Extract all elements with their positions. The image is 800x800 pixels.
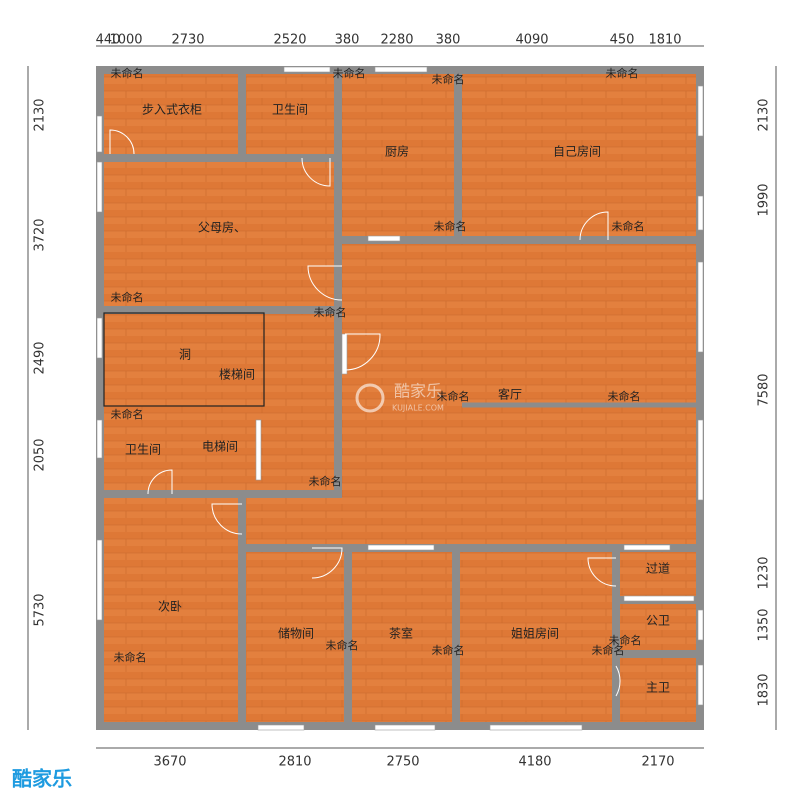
floor bbox=[342, 244, 696, 544]
room-label: 洞 bbox=[179, 348, 191, 362]
room-label: 卫生间 bbox=[125, 443, 161, 457]
dimension-label: 2810 bbox=[278, 755, 311, 770]
floor bbox=[620, 658, 696, 722]
doors bbox=[109, 129, 621, 697]
watermark-icon bbox=[355, 383, 385, 413]
watermark-logo: 酷家乐 bbox=[394, 382, 442, 401]
corner-logo: 酷家乐 bbox=[12, 767, 72, 791]
dimension-label: 380 bbox=[335, 33, 360, 48]
dimension-label: 2520 bbox=[273, 33, 306, 48]
room-label: 客厅 bbox=[498, 387, 522, 402]
unnamed-label: 未命名 bbox=[437, 389, 470, 403]
dimension-label: 1810 bbox=[648, 33, 681, 48]
unnamed-label: 未命名 bbox=[606, 66, 639, 80]
unnamed-label: 未命名 bbox=[612, 219, 645, 233]
unnamed-label: 未命名 bbox=[432, 643, 465, 657]
dimension-label: 5730 bbox=[33, 593, 48, 626]
room-label: 茶室 bbox=[389, 626, 413, 641]
unnamed-label: 未命名 bbox=[114, 650, 147, 664]
unnamed-label: 未命名 bbox=[326, 638, 359, 652]
room-label: 步入式衣柜 bbox=[142, 102, 202, 117]
dimension-label: 2750 bbox=[386, 755, 419, 770]
floor bbox=[462, 74, 696, 236]
room-label: 主卫 bbox=[646, 681, 670, 695]
room-label: 自己房间 bbox=[553, 144, 601, 159]
floor bbox=[620, 604, 696, 650]
dimension-label: 1000 bbox=[109, 33, 142, 48]
dimension-label: 2130 bbox=[757, 98, 772, 131]
dimension-label: 1990 bbox=[757, 183, 772, 216]
dimension-label: 1350 bbox=[757, 608, 772, 641]
dimension-label: 4180 bbox=[518, 755, 551, 770]
floor bbox=[352, 552, 452, 722]
dimension-label: 3670 bbox=[153, 755, 186, 770]
unnamed-label: 未命名 bbox=[592, 643, 625, 657]
room-label: 过道 bbox=[646, 562, 670, 576]
floor bbox=[186, 414, 256, 490]
room-label: 卫生间 bbox=[272, 103, 308, 117]
floor bbox=[246, 498, 346, 544]
dimension-label: 2280 bbox=[380, 33, 413, 48]
opening-outline bbox=[103, 312, 265, 407]
dimension-label: 4090 bbox=[515, 33, 548, 48]
dimension-label: 2130 bbox=[33, 98, 48, 131]
dimension-label: 2730 bbox=[171, 33, 204, 48]
floor bbox=[104, 162, 334, 306]
dimension-label: 1830 bbox=[757, 673, 772, 706]
unnamed-label: 未命名 bbox=[314, 305, 347, 319]
windows bbox=[96, 66, 704, 731]
unnamed-label: 未命名 bbox=[432, 72, 465, 86]
room-label: 电梯间 bbox=[202, 440, 238, 454]
dimension-label: 450 bbox=[610, 33, 635, 48]
floor bbox=[104, 74, 238, 154]
room-label: 楼梯间 bbox=[219, 367, 255, 382]
room-label: 父母房、 bbox=[198, 220, 246, 235]
floor bbox=[104, 498, 238, 722]
dimension-label: 7580 bbox=[757, 373, 772, 406]
dimension-label: 380 bbox=[436, 33, 461, 48]
dimension-label: 1230 bbox=[757, 556, 772, 589]
watermark-site: KUJIALE.COM bbox=[392, 404, 444, 413]
floor bbox=[460, 552, 612, 722]
dimension-label: 2490 bbox=[33, 341, 48, 374]
unnamed-label: 未命名 bbox=[609, 633, 642, 647]
unnamed-label: 未命名 bbox=[309, 474, 342, 488]
room-label: 储物间 bbox=[278, 626, 314, 641]
floor bbox=[342, 74, 454, 236]
dimension-label: 2170 bbox=[641, 755, 674, 770]
dimension-label: 3720 bbox=[33, 218, 48, 251]
floors bbox=[104, 74, 696, 722]
room-label: 次卧 bbox=[158, 600, 182, 614]
unnamed-label: 未命名 bbox=[111, 66, 144, 80]
dimension-lines bbox=[27, 45, 777, 749]
room-label: 公卫 bbox=[646, 614, 670, 628]
unnamed-label: 未命名 bbox=[333, 66, 366, 80]
dimension-label: 2050 bbox=[33, 438, 48, 471]
floor bbox=[246, 552, 344, 722]
floor bbox=[104, 414, 178, 490]
room-label: 厨房 bbox=[385, 144, 409, 159]
floor bbox=[620, 552, 696, 596]
floor bbox=[246, 74, 334, 154]
unnamed-label: 未命名 bbox=[434, 219, 467, 233]
unnamed-label: 未命名 bbox=[111, 407, 144, 421]
room-label: 姐姐房间 bbox=[511, 626, 559, 641]
unnamed-label: 未命名 bbox=[608, 389, 641, 403]
dimension-label: 440 bbox=[96, 33, 121, 48]
unnamed-label: 未命名 bbox=[111, 290, 144, 304]
